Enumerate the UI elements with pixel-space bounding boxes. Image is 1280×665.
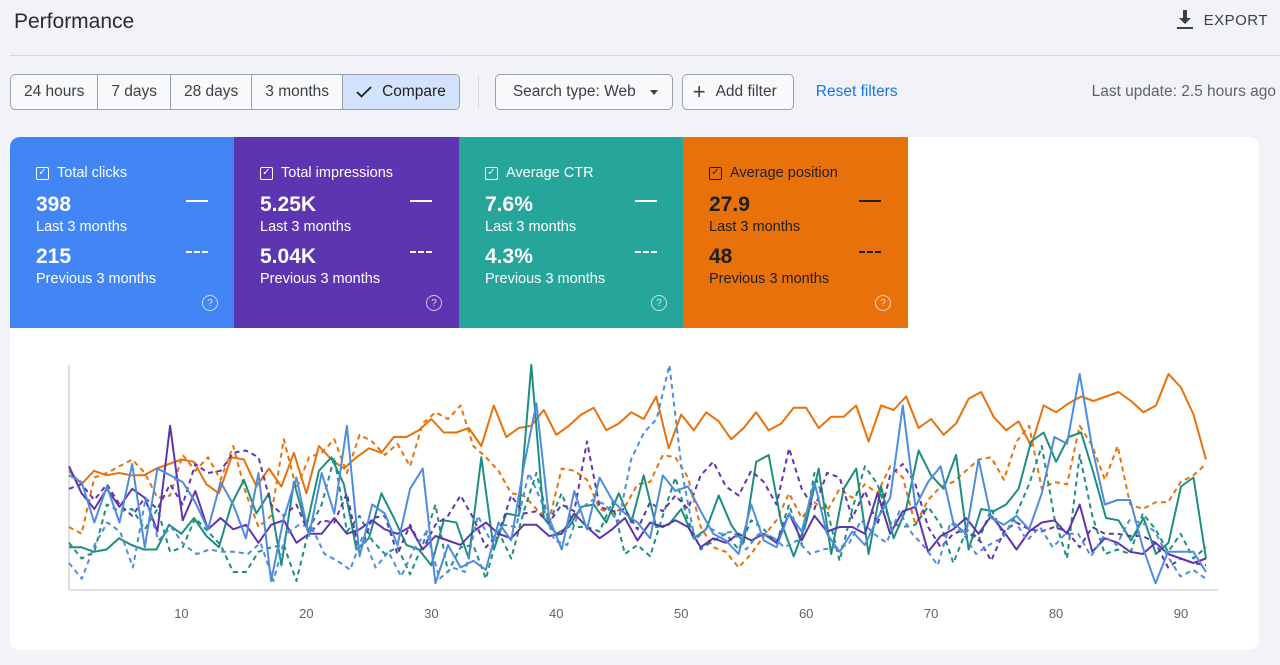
metric-period-previous: Previous 3 months — [485, 271, 606, 287]
checkmark-icon — [356, 86, 372, 98]
dashed-line-legend — [859, 251, 881, 253]
checkbox-icon[interactable]: ✓ — [36, 166, 49, 180]
metric-period-current: Last 3 months — [260, 219, 352, 235]
metric-label-row: ✓ Average CTR — [485, 165, 594, 181]
range-label: 3 months — [265, 83, 330, 100]
range-label: 7 days — [111, 83, 157, 100]
x-tick-label: 50 — [674, 606, 688, 621]
search-type-dropdown[interactable]: Search type: Web — [494, 74, 673, 110]
search-type-label: Search type: Web — [512, 83, 636, 100]
x-tick-label: 40 — [549, 606, 563, 621]
header-divider — [10, 55, 1280, 56]
checkbox-icon[interactable]: ✓ — [260, 166, 273, 180]
metric-value-current: 5.25K — [260, 193, 317, 216]
range-28-days[interactable]: 28 days — [171, 75, 253, 109]
series-line-average-ctr-current — [69, 364, 1207, 567]
metric-period-previous: Previous 3 months — [36, 271, 157, 287]
metric-period-current: Last 3 months — [485, 219, 577, 235]
add-filter-button[interactable]: + Add filter — [681, 74, 794, 110]
dropdown-arrow-icon — [649, 89, 658, 95]
range-label: 24 hours — [24, 83, 85, 100]
last-update-text: Last update: 2.5 hours ago — [1091, 83, 1276, 100]
toolbar-separator — [477, 75, 479, 109]
metric-label: Average CTR — [506, 165, 594, 181]
x-tick-label: 90 — [1174, 606, 1188, 621]
dashed-line-legend — [186, 251, 208, 253]
date-range-selector: 24 hours 7 days 28 days 3 months Compare — [10, 74, 460, 110]
metric-value-current: 27.9 — [709, 193, 750, 216]
range-7-days[interactable]: 7 days — [98, 75, 171, 109]
metric-tile-average-ctr[interactable]: ✓ Average CTR 7.6% Last 3 months 4.3% Pre… — [459, 137, 684, 328]
range-3-months[interactable]: 3 months — [252, 75, 344, 109]
metric-period-previous: Previous 3 months — [260, 271, 381, 287]
metric-label-row: ✓ Average position — [709, 165, 838, 181]
x-tick-label: 60 — [799, 606, 813, 621]
series-line-average-position-current — [68, 373, 1207, 495]
x-tick-label: 70 — [924, 606, 938, 621]
metric-value-previous: 4.3% — [485, 245, 533, 268]
metric-value-previous: 215 — [36, 245, 72, 268]
metric-tile-total-clicks[interactable]: ✓ Total clicks 398 Last 3 months 215 Prev… — [10, 137, 235, 328]
page-title: Performance — [14, 10, 135, 33]
metric-label-row: ✓ Total clicks — [36, 165, 127, 181]
metric-value-previous: 5.04K — [260, 245, 317, 268]
page-header: Performance EXPORT — [0, 0, 1280, 56]
solid-line-legend — [859, 200, 881, 202]
metric-label: Total impressions — [281, 165, 394, 181]
series-line-total-impressions-current — [68, 424, 1207, 564]
range-compare[interactable]: Compare — [343, 75, 459, 109]
metric-label: Average position — [730, 165, 838, 181]
filter-toolbar: 24 hours 7 days 28 days 3 months Compare… — [10, 74, 898, 110]
x-tick-label: 10 — [174, 606, 188, 621]
performance-chart: 10 20 30 40 50 60 70 80 90 — [68, 364, 1218, 621]
help-icon[interactable]: ? — [202, 295, 218, 311]
range-label: Compare — [382, 83, 446, 100]
download-icon — [1176, 10, 1193, 29]
checkbox-icon[interactable]: ✓ — [709, 166, 722, 180]
metric-period-current: Last 3 months — [709, 219, 801, 235]
metric-period-current: Last 3 months — [36, 219, 128, 235]
solid-line-legend — [186, 200, 208, 202]
range-label: 28 days — [184, 83, 239, 100]
series-line-average-ctr-previous — [68, 445, 1207, 582]
dashed-line-legend — [410, 251, 432, 253]
x-tick-label: 80 — [1049, 606, 1063, 621]
export-button[interactable]: EXPORT — [1176, 10, 1268, 30]
help-icon[interactable]: ? — [426, 295, 442, 311]
plus-icon: + — [692, 79, 706, 104]
add-filter-label: Add filter — [715, 83, 777, 100]
metric-tile-average-position[interactable]: ✓ Average position 27.9 Last 3 months 48 … — [683, 137, 908, 328]
series-line-total-clicks-current — [68, 373, 1207, 585]
performance-card: 10 20 30 40 50 60 70 80 90 ✓ Total clicks 398 Las… — [10, 137, 1259, 650]
dashed-line-legend — [635, 251, 657, 253]
reset-filters-link[interactable]: Reset filters — [815, 83, 898, 100]
metric-value-current: 398 — [36, 193, 72, 216]
metric-value-current: 7.6% — [485, 193, 533, 216]
x-tick-label: 20 — [299, 606, 313, 621]
solid-line-legend — [635, 200, 657, 202]
range-24-hours[interactable]: 24 hours — [11, 75, 99, 109]
checkbox-icon[interactable]: ✓ — [485, 166, 498, 180]
metric-value-previous: 48 — [709, 245, 733, 268]
metric-period-previous: Previous 3 months — [709, 271, 830, 287]
help-icon[interactable]: ? — [875, 295, 891, 311]
series-line-total-clicks-previous — [68, 364, 1207, 582]
metric-label-row: ✓ Total impressions — [260, 165, 393, 181]
x-tick-label: 30 — [424, 606, 438, 621]
metric-tile-total-impressions[interactable]: ✓ Total impressions 5.25K Last 3 months 5… — [234, 137, 459, 328]
help-icon[interactable]: ? — [651, 295, 667, 311]
metric-label: Total clicks — [57, 165, 128, 181]
solid-line-legend — [410, 200, 432, 202]
export-label: EXPORT — [1203, 11, 1268, 29]
